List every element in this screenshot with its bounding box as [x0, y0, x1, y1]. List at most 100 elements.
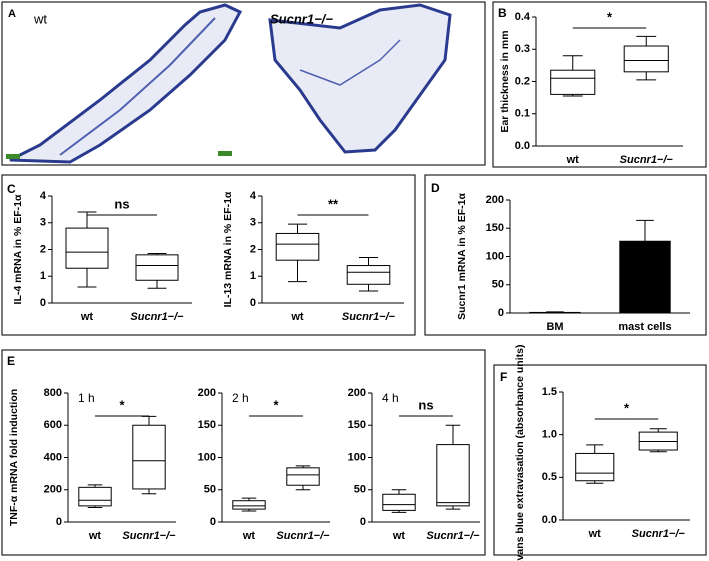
x-tick-label: Sucnr1−/− — [342, 311, 396, 323]
x-tick-label: Sucnr1−/− — [620, 154, 674, 166]
box — [623, 45, 669, 73]
whisker — [147, 253, 167, 289]
y-tick-label: 150 — [486, 222, 504, 234]
y-tick-label: 4 — [40, 190, 47, 202]
y-tick-label: 0 — [250, 297, 256, 309]
y-tick-label: 1.0 — [542, 429, 557, 441]
y-axis-label: Ear thickness in mm — [499, 30, 511, 132]
y-axis-label: TNF-α mRNA fold induction — [8, 389, 20, 526]
histology-wt — [6, 3, 243, 164]
y-tick-label: 0.4 — [515, 11, 531, 23]
x-tick-label: mast cells — [618, 321, 671, 333]
box — [382, 493, 416, 511]
y-axis-label: IL-4 mRNA in % EF-1α — [12, 194, 24, 304]
significance-label: ns — [418, 397, 433, 412]
panel-frame — [493, 364, 707, 556]
panel-frame — [492, 1, 707, 168]
y-axis-label: IL-13 mRNA in % EF-1α — [222, 191, 234, 307]
significance-label: * — [119, 397, 125, 412]
y-tick-label: 100 — [198, 451, 216, 463]
y-tick-label: 0.2 — [515, 75, 530, 87]
y-tick-label: 1.5 — [542, 386, 557, 398]
x-tick-label: wt — [588, 528, 602, 540]
whisker — [295, 465, 311, 491]
significance-label: * — [273, 397, 279, 412]
panel-frame — [424, 174, 707, 336]
y-tick-label: 0 — [498, 307, 504, 319]
error-bar — [636, 219, 654, 242]
panel-frame — [1, 1, 486, 166]
y-tick-label: 150 — [198, 419, 216, 431]
x-tick-label: wt — [80, 311, 94, 323]
y-tick-label: 600 — [44, 419, 62, 431]
y-axis-label: Evans blue extravasation (absorbance uni… — [514, 345, 526, 561]
y-tick-label: 50 — [204, 484, 216, 496]
y-tick-label: 0.0 — [542, 514, 557, 526]
y-tick-label: 2 — [250, 243, 256, 255]
y-tick-label: 100 — [486, 250, 504, 262]
panel-title: 1 h — [78, 391, 95, 405]
whisker — [391, 489, 407, 513]
y-axis-label: Sucnr1 mRNA in % EF-1α — [456, 193, 468, 320]
image-label: wt — [33, 11, 47, 26]
bar — [619, 240, 671, 314]
y-tick-label: 800 — [44, 387, 62, 399]
whisker — [358, 257, 379, 292]
box — [132, 424, 166, 490]
x-tick-label: wt — [392, 530, 406, 542]
y-tick-label: 1 — [250, 270, 256, 282]
significance-label: ns — [114, 196, 129, 211]
significance-label: * — [624, 400, 630, 415]
y-tick-label: 150 — [348, 419, 366, 431]
panel-letter: B — [498, 6, 507, 20]
box — [135, 254, 179, 281]
panel-letter: E — [7, 354, 15, 368]
significance-label: ** — [328, 196, 339, 211]
y-tick-label: 0 — [360, 516, 366, 528]
y-tick-label: 4 — [250, 190, 257, 202]
x-tick-label: Sucnr1−/− — [632, 528, 686, 540]
whisker — [636, 35, 657, 81]
image-label: Sucnr1−/− — [270, 11, 333, 26]
x-tick-label: wt — [290, 311, 304, 323]
y-tick-label: 200 — [486, 194, 504, 206]
x-tick-label: Sucnr1−/− — [130, 311, 184, 323]
x-tick-label: Sucnr1−/− — [276, 530, 330, 542]
whisker — [241, 497, 257, 512]
box — [65, 227, 109, 269]
y-tick-label: 3 — [250, 217, 256, 229]
x-tick-label: wt — [88, 530, 102, 542]
x-tick-label: BM — [546, 321, 563, 333]
panel-frame — [1, 174, 416, 336]
y-tick-label: 400 — [44, 451, 62, 463]
panel-frame — [1, 349, 486, 556]
box — [232, 500, 266, 510]
x-tick-label: wt — [566, 154, 580, 166]
whisker — [77, 211, 97, 288]
error-bar — [546, 311, 564, 313]
panel-letter: D — [431, 181, 440, 195]
box — [436, 444, 470, 507]
y-tick-label: 0 — [56, 516, 62, 528]
y-tick-label: 2 — [40, 243, 46, 255]
panel-letter: C — [7, 182, 16, 196]
whisker — [141, 415, 157, 495]
y-tick-label: 0.5 — [542, 471, 557, 483]
whisker — [649, 428, 667, 453]
whisker — [586, 444, 604, 484]
y-tick-label: 0 — [40, 297, 46, 309]
box — [550, 69, 596, 95]
y-tick-label: 200 — [198, 387, 216, 399]
whisker — [87, 484, 103, 508]
histology-sucnr1 — [218, 3, 452, 156]
y-tick-label: 1 — [40, 270, 46, 282]
y-tick-label: 50 — [492, 279, 504, 291]
box — [286, 467, 320, 486]
x-tick-label: Sucnr1−/− — [122, 530, 176, 542]
y-tick-label: 0.1 — [515, 108, 530, 120]
panel-letter: A — [8, 8, 16, 20]
box — [575, 452, 615, 482]
y-tick-label: 200 — [44, 484, 62, 496]
box — [346, 265, 391, 285]
